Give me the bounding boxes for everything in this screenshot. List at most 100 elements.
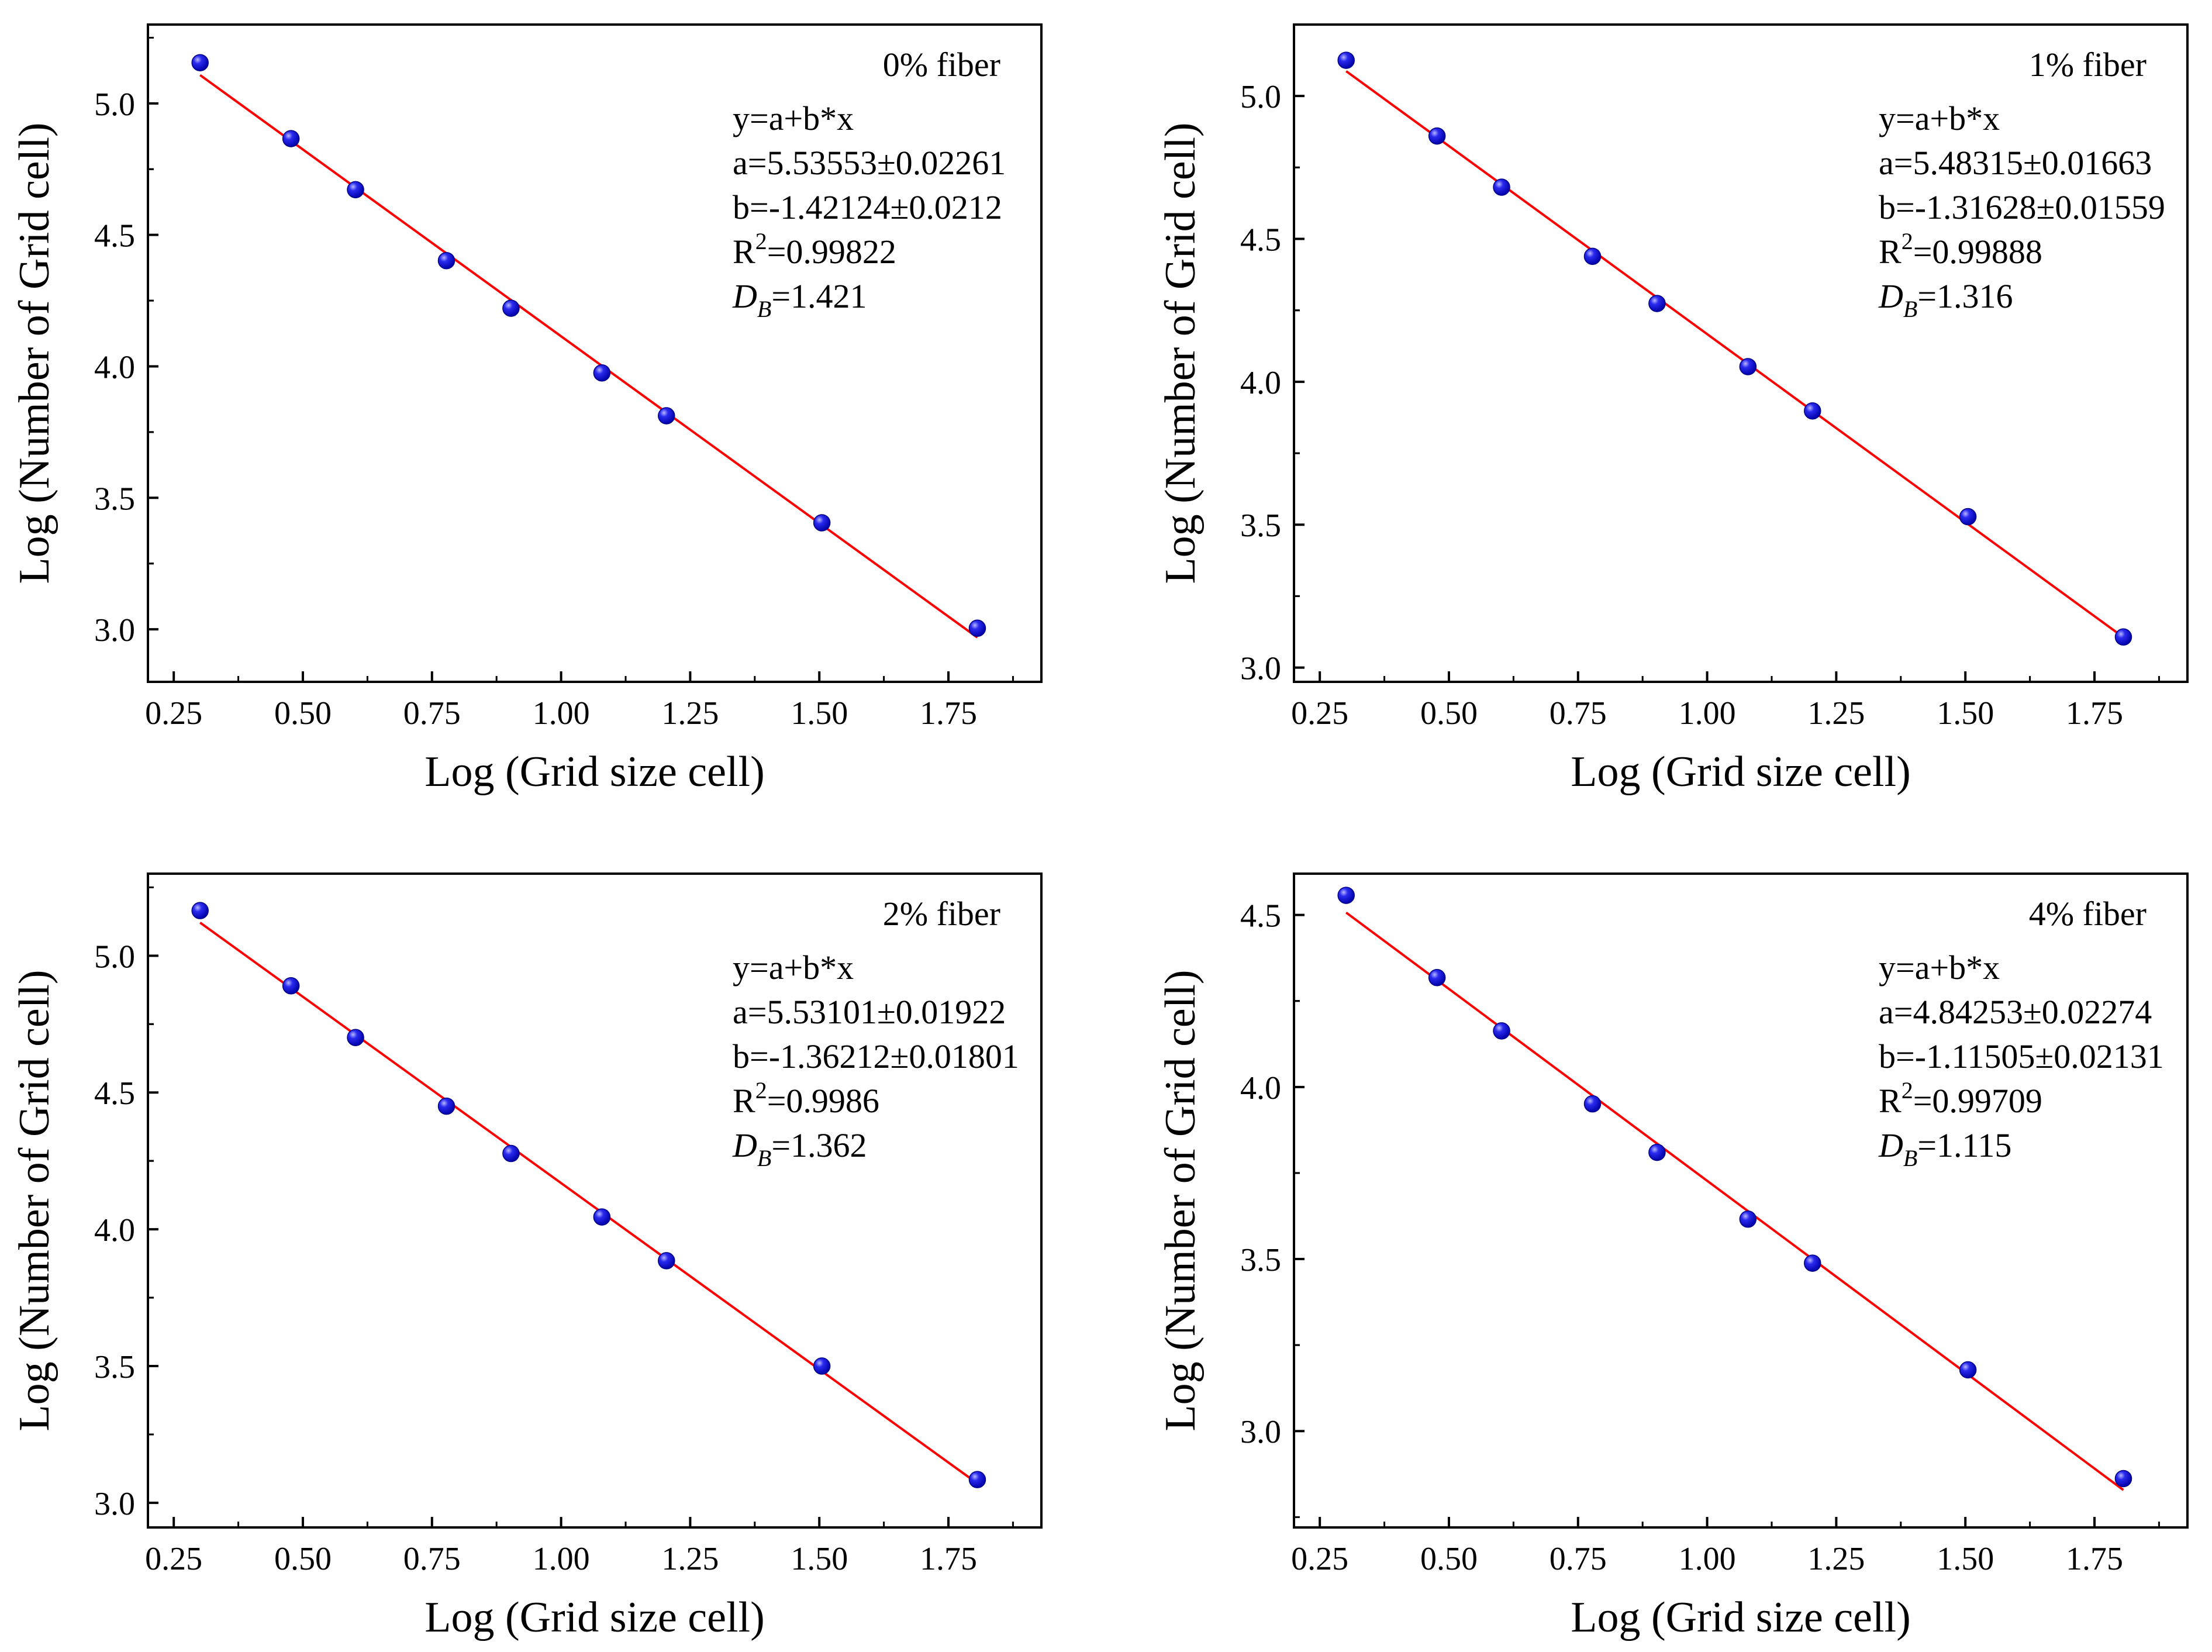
x-tick-label: 1.00 [1679, 695, 1736, 732]
box-dimension-value: =1.115 [1917, 1126, 2011, 1164]
r-squared-sup: 2 [755, 1077, 767, 1103]
fit-line [1345, 70, 2124, 639]
x-tick-label: 0.75 [403, 695, 461, 732]
plot-frame [147, 872, 1043, 1529]
x-tick-label: 0.75 [1550, 1541, 1607, 1577]
data-point [968, 1471, 986, 1488]
y-tick-label: 3.5 [1240, 1242, 1281, 1278]
data-point [437, 1097, 455, 1115]
box-dimension-value: =1.316 [1917, 277, 2013, 315]
box-dimension: DB=1.115 [1878, 1126, 2011, 1171]
data-point [1428, 127, 1446, 145]
r-squared-symbol: R [1879, 1082, 1902, 1120]
y-tick-label: 3.5 [94, 1349, 135, 1385]
data-point [2114, 1470, 2132, 1488]
x-tick-label: 0.25 [145, 1541, 202, 1577]
x-tick-label: 0.75 [403, 1541, 461, 1577]
data-point [191, 54, 209, 71]
panel-title: 1% fiber [2029, 46, 2147, 84]
r-squared-symbol: R [733, 1082, 755, 1120]
x-tick-label: 0.50 [1420, 1541, 1478, 1577]
x-axis-label: Log (Grid size cell) [425, 748, 765, 796]
x-tick-label: 1.00 [1679, 1541, 1736, 1577]
data-point [502, 1144, 520, 1163]
r-squared-value: =0.99822 [767, 233, 896, 271]
data-point [1959, 1361, 1977, 1379]
data-point [1337, 51, 1355, 69]
chart-panel-0: 0.25 0.50 0.75 1.00 1.25 1.50 1.75 3.0 3.5 4.0 4.5… [11, 23, 1043, 796]
x-tick-label: 0.25 [1291, 1541, 1348, 1577]
x-tick-label: 1.75 [2066, 695, 2123, 732]
y-tick-label: 4.0 [94, 1212, 135, 1249]
data-point [282, 977, 300, 995]
plot-frame [1293, 872, 2189, 1529]
data-point [1804, 1254, 1821, 1272]
fit-a-value: a=5.53553±0.02261 [733, 144, 1006, 182]
data-point [813, 514, 831, 532]
r-squared-value: =0.9986 [767, 1082, 879, 1120]
r-squared-sup: 2 [755, 228, 767, 254]
x-tick-label: 1.75 [2066, 1541, 2123, 1577]
data-point [502, 299, 520, 317]
data-point [1648, 295, 1666, 312]
data-point [813, 1357, 831, 1375]
fit-line [199, 74, 978, 639]
fit-equation: y=a+b*x [733, 949, 854, 987]
data-point [1804, 402, 1821, 420]
x-axis-label: Log (Grid size cell) [425, 1594, 765, 1641]
y-tick-label: 5.0 [1240, 79, 1281, 115]
data-point [347, 181, 364, 199]
x-tick-label: 0.75 [1550, 695, 1607, 732]
y-axis-label: Log (Number of Grid cell) [1157, 970, 1205, 1431]
r-squared: R2=0.99709 [1879, 1077, 2042, 1120]
y-axis-label: Log (Number of Grid cell) [1157, 122, 1205, 584]
box-dimension-sub: B [1903, 296, 1917, 322]
fit-b-value: b=-1.42124±0.0212 [733, 188, 1002, 226]
y-tick-label: 4.0 [1240, 365, 1281, 401]
fit-a-value: a=5.48315±0.01663 [1879, 144, 2152, 182]
r-squared-symbol: R [733, 233, 755, 271]
data-point [1428, 968, 1446, 987]
y-tick-label: 4.5 [94, 218, 135, 254]
x-tick-label: 1.50 [791, 1541, 848, 1577]
y-tick-label: 5.0 [94, 939, 135, 975]
y-tick-label: 3.0 [1240, 1414, 1281, 1450]
data-point [968, 619, 986, 637]
fit-b-value: b=-1.31628±0.01559 [1879, 188, 2165, 226]
box-dimension-value: =1.421 [771, 277, 867, 315]
box-dimension-symbol: D [732, 277, 757, 315]
data-point [282, 130, 300, 147]
data-point [1583, 1095, 1602, 1113]
r-squared-sup: 2 [1902, 1077, 1913, 1103]
data-point [593, 1208, 611, 1226]
x-tick-label: 0.25 [1291, 695, 1348, 732]
box-dimension-sub: B [757, 296, 771, 322]
fit-a-value: a=5.53101±0.01922 [733, 993, 1006, 1031]
y-tick-label: 3.5 [94, 481, 135, 517]
data-point [1648, 1143, 1666, 1161]
x-tick-label: 1.25 [661, 695, 719, 732]
data-point [1739, 358, 1757, 375]
r-squared-symbol: R [1879, 233, 1902, 271]
panel-title: 0% fiber [883, 46, 1000, 84]
data-point [437, 251, 455, 270]
data-point [1739, 1210, 1757, 1228]
fit-b-value: b=-1.11505±0.02131 [1879, 1037, 2164, 1075]
x-tick-label: 1.50 [1937, 695, 1994, 732]
x-tick-label: 1.00 [533, 1541, 590, 1577]
x-tick-label: 1.50 [791, 695, 848, 732]
r-squared-value: =0.99888 [1913, 233, 2042, 271]
fit-equation: y=a+b*x [1879, 99, 2000, 137]
y-tick-label: 4.0 [94, 349, 135, 385]
r-squared: R2=0.99822 [733, 228, 896, 271]
r-squared-sup: 2 [1902, 228, 1913, 254]
fit-line [199, 922, 978, 1485]
x-tick-label: 1.00 [533, 695, 590, 732]
data-point [1493, 178, 1510, 196]
data-point [347, 1029, 364, 1046]
x-tick-label: 1.25 [661, 1541, 719, 1577]
data-point [1337, 887, 1355, 904]
x-tick-label: 1.25 [1807, 1541, 1865, 1577]
